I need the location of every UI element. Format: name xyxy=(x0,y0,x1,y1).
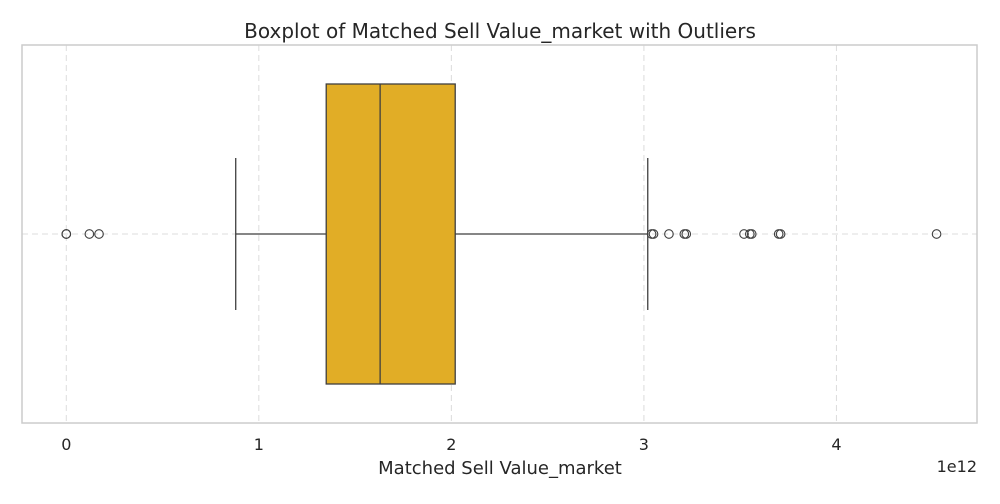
outlier-point xyxy=(931,229,942,239)
outlier-point xyxy=(84,229,95,239)
outlier-point xyxy=(94,229,104,239)
plot-frame xyxy=(21,44,978,424)
outlier-point xyxy=(746,229,757,239)
outlier-point xyxy=(775,229,786,239)
outlier-point xyxy=(61,229,72,239)
x-tick-label: 4 xyxy=(831,435,841,454)
x-axis-label: Matched Sell Value_market xyxy=(378,458,622,479)
outlier-points xyxy=(61,229,942,239)
x-tick-label: 2 xyxy=(446,435,456,454)
x-tick-label: 1 xyxy=(254,435,264,454)
chart-title: Boxplot of Matched Sell Value_market wit… xyxy=(244,19,756,43)
outlier-point xyxy=(648,229,659,239)
x-axis-scale-label: 1e12 xyxy=(937,457,977,476)
interquartile-box xyxy=(325,83,456,385)
outlier-point xyxy=(681,229,692,239)
outlier-point xyxy=(739,229,749,239)
x-tick-label: 3 xyxy=(639,435,649,454)
box-group xyxy=(235,83,649,385)
outlier-point xyxy=(664,229,674,239)
x-axis-ticks: 0 1 2 3 4 xyxy=(61,435,841,454)
x-tick-label: 0 xyxy=(61,435,71,454)
